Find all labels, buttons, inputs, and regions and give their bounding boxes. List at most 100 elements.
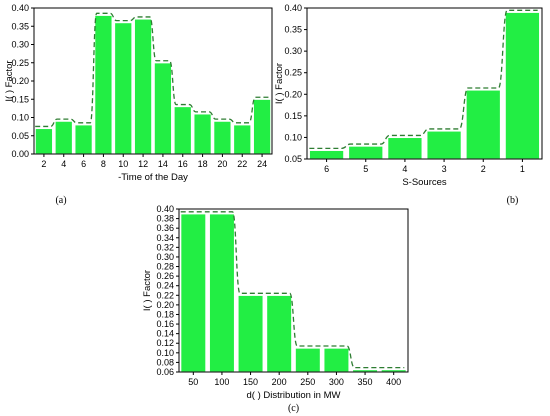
bar-c-300 [323,347,350,373]
bar-b-1 [504,11,541,160]
y-tick-label-a: 0.10 [11,113,29,123]
x-tick-label-c: 50 [188,377,198,387]
y-tick-label-c: 0.36 [156,223,174,233]
x-tick-label-c: 150 [243,377,258,387]
x-tick-label-a: 20 [217,159,227,169]
x-tick-label-a: 16 [178,159,188,169]
x-tick-label-c: 200 [272,377,287,387]
bar-a-22 [232,124,252,155]
x-axis-title-c: d( ) Distribution in MW [247,390,341,401]
x-tick-label-a: 14 [158,159,168,169]
panel-a: 0.000.050.100.150.200.250.300.350.402 4 6 8… [4,3,273,206]
bar-c-100 [208,213,236,373]
y-tick-label-c: 0.34 [156,233,174,243]
y-tick-label-c: 0.06 [156,367,174,377]
x-tick-label-c: 350 [358,377,373,387]
y-tick-label-b: 0.25 [284,68,302,78]
y-tick-label-c: 0.20 [156,300,174,310]
y-tick-label-c: 0.16 [156,319,174,329]
x-axis-title-b: S-Sources [402,177,447,188]
x-tick-label-a: 24 [257,159,267,169]
bar-a-8 [94,14,113,155]
y-axis-title-a: I( ) Factor [4,60,15,101]
y-tick-label-c: 0.24 [156,281,174,291]
bar-a-16 [173,105,193,155]
x-tick-label-a: 2 [41,159,46,169]
y-tick-label-c: 0.22 [156,290,174,300]
x-tick-label-a: 10 [118,159,128,169]
y-tick-label-a: 0.40 [11,3,29,13]
panel-c: 0.060.080.100.120.140.160.180.200.220.24… [142,204,409,414]
axes-frame-c [178,208,409,373]
panel-b: 0.05 0.10 0.15 0.20 0.25 0.30 0.35 0.40 6 5 4 3 2 1 S-… [274,3,543,206]
bar-a-2 [34,127,54,155]
bar-a-10 [113,22,133,155]
x-tick-label-b: 3 [442,164,447,174]
y-tick-label-c: 0.30 [156,252,174,262]
envelope-line-c [180,211,405,369]
y-tick-label-c: 0.14 [156,329,174,339]
y-tick-label-c: 0.40 [156,204,174,214]
x-tick-label-a: 6 [81,159,86,169]
x-tick-label-b: 6 [324,164,329,174]
x-tick-label-a: 22 [237,159,247,169]
y-tick-label-b: 0.35 [284,25,302,35]
bar-b-6 [308,149,345,160]
y-tick-label-a: 0.00 [11,149,29,159]
y-tick-label-c: 0.08 [156,357,174,367]
bar-a-20 [213,120,232,155]
x-tick-label-c: 250 [300,377,315,387]
y-tick-label-b: 0.20 [284,89,302,99]
x-tick-label-c: 100 [214,377,229,387]
y-tick-label-c: 0.26 [156,271,174,281]
bar-c-150 [237,294,264,373]
y-tick-label-c: 0.18 [156,309,174,319]
panel-label-c: (c) [288,403,299,414]
y-tick-label-c: 0.10 [156,348,174,358]
axes-frame-b [306,7,543,160]
y-tick-label-b: 0.30 [284,46,302,56]
y-tick-label-b: 0.05 [284,154,302,164]
envelope-line-b [309,9,538,150]
y-tick-label-a: 0.35 [11,21,29,31]
bar-a-6 [74,124,93,155]
y-tick-label-c: 0.28 [156,262,174,272]
y-tick-label-b: 0.10 [284,132,302,142]
y-axis-title-c: I( ) Factor [142,270,153,311]
bar-c-250 [294,347,322,373]
bar-c-200 [265,294,293,373]
y-tick-label-a: 0.15 [11,94,29,104]
x-tick-label-b: 2 [481,164,486,174]
panel-label-b: (b) [507,195,519,206]
y-tick-label-c: 0.38 [156,214,174,224]
bar-b-4 [387,136,423,160]
y-tick-label-c: 0.32 [156,242,174,252]
y-tick-label-c: 0.12 [156,338,174,348]
y-tick-label-a: 0.25 [11,58,29,68]
y-tick-label-a: 0.20 [11,76,29,86]
bar-a-14 [153,62,173,155]
panel-label-a: (a) [55,195,66,206]
y-tick-label-b: 0.15 [284,111,302,121]
x-tick-label-a: 4 [61,159,66,169]
bar-c-50 [180,213,207,373]
x-tick-label-b: 1 [520,164,525,174]
bar-a-4 [54,120,74,155]
y-tick-label-a: 0.30 [11,40,29,50]
bar-b-2 [465,89,502,160]
x-tick-label-c: 300 [329,377,344,387]
y-axis-title-b: I( ) Factor [274,63,285,104]
bar-a-12 [133,18,153,155]
y-tick-label-a: 0.05 [11,131,29,141]
bar-a-18 [193,113,212,155]
x-tick-label-b: 4 [402,164,407,174]
x-axis-title-a: -Time of the Day [118,172,188,183]
x-tick-label-a: 18 [198,159,208,169]
x-tick-label-b: 5 [363,164,368,174]
x-tick-label-c: 400 [386,377,401,387]
y-tick-label-b: 0.40 [284,3,302,13]
x-tick-label-a: 12 [138,159,148,169]
bar-b-3 [426,130,462,160]
